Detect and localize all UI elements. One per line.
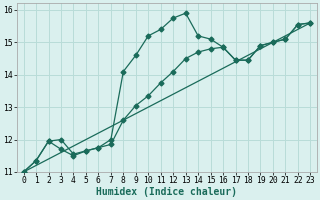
X-axis label: Humidex (Indice chaleur): Humidex (Indice chaleur) [96,186,237,197]
